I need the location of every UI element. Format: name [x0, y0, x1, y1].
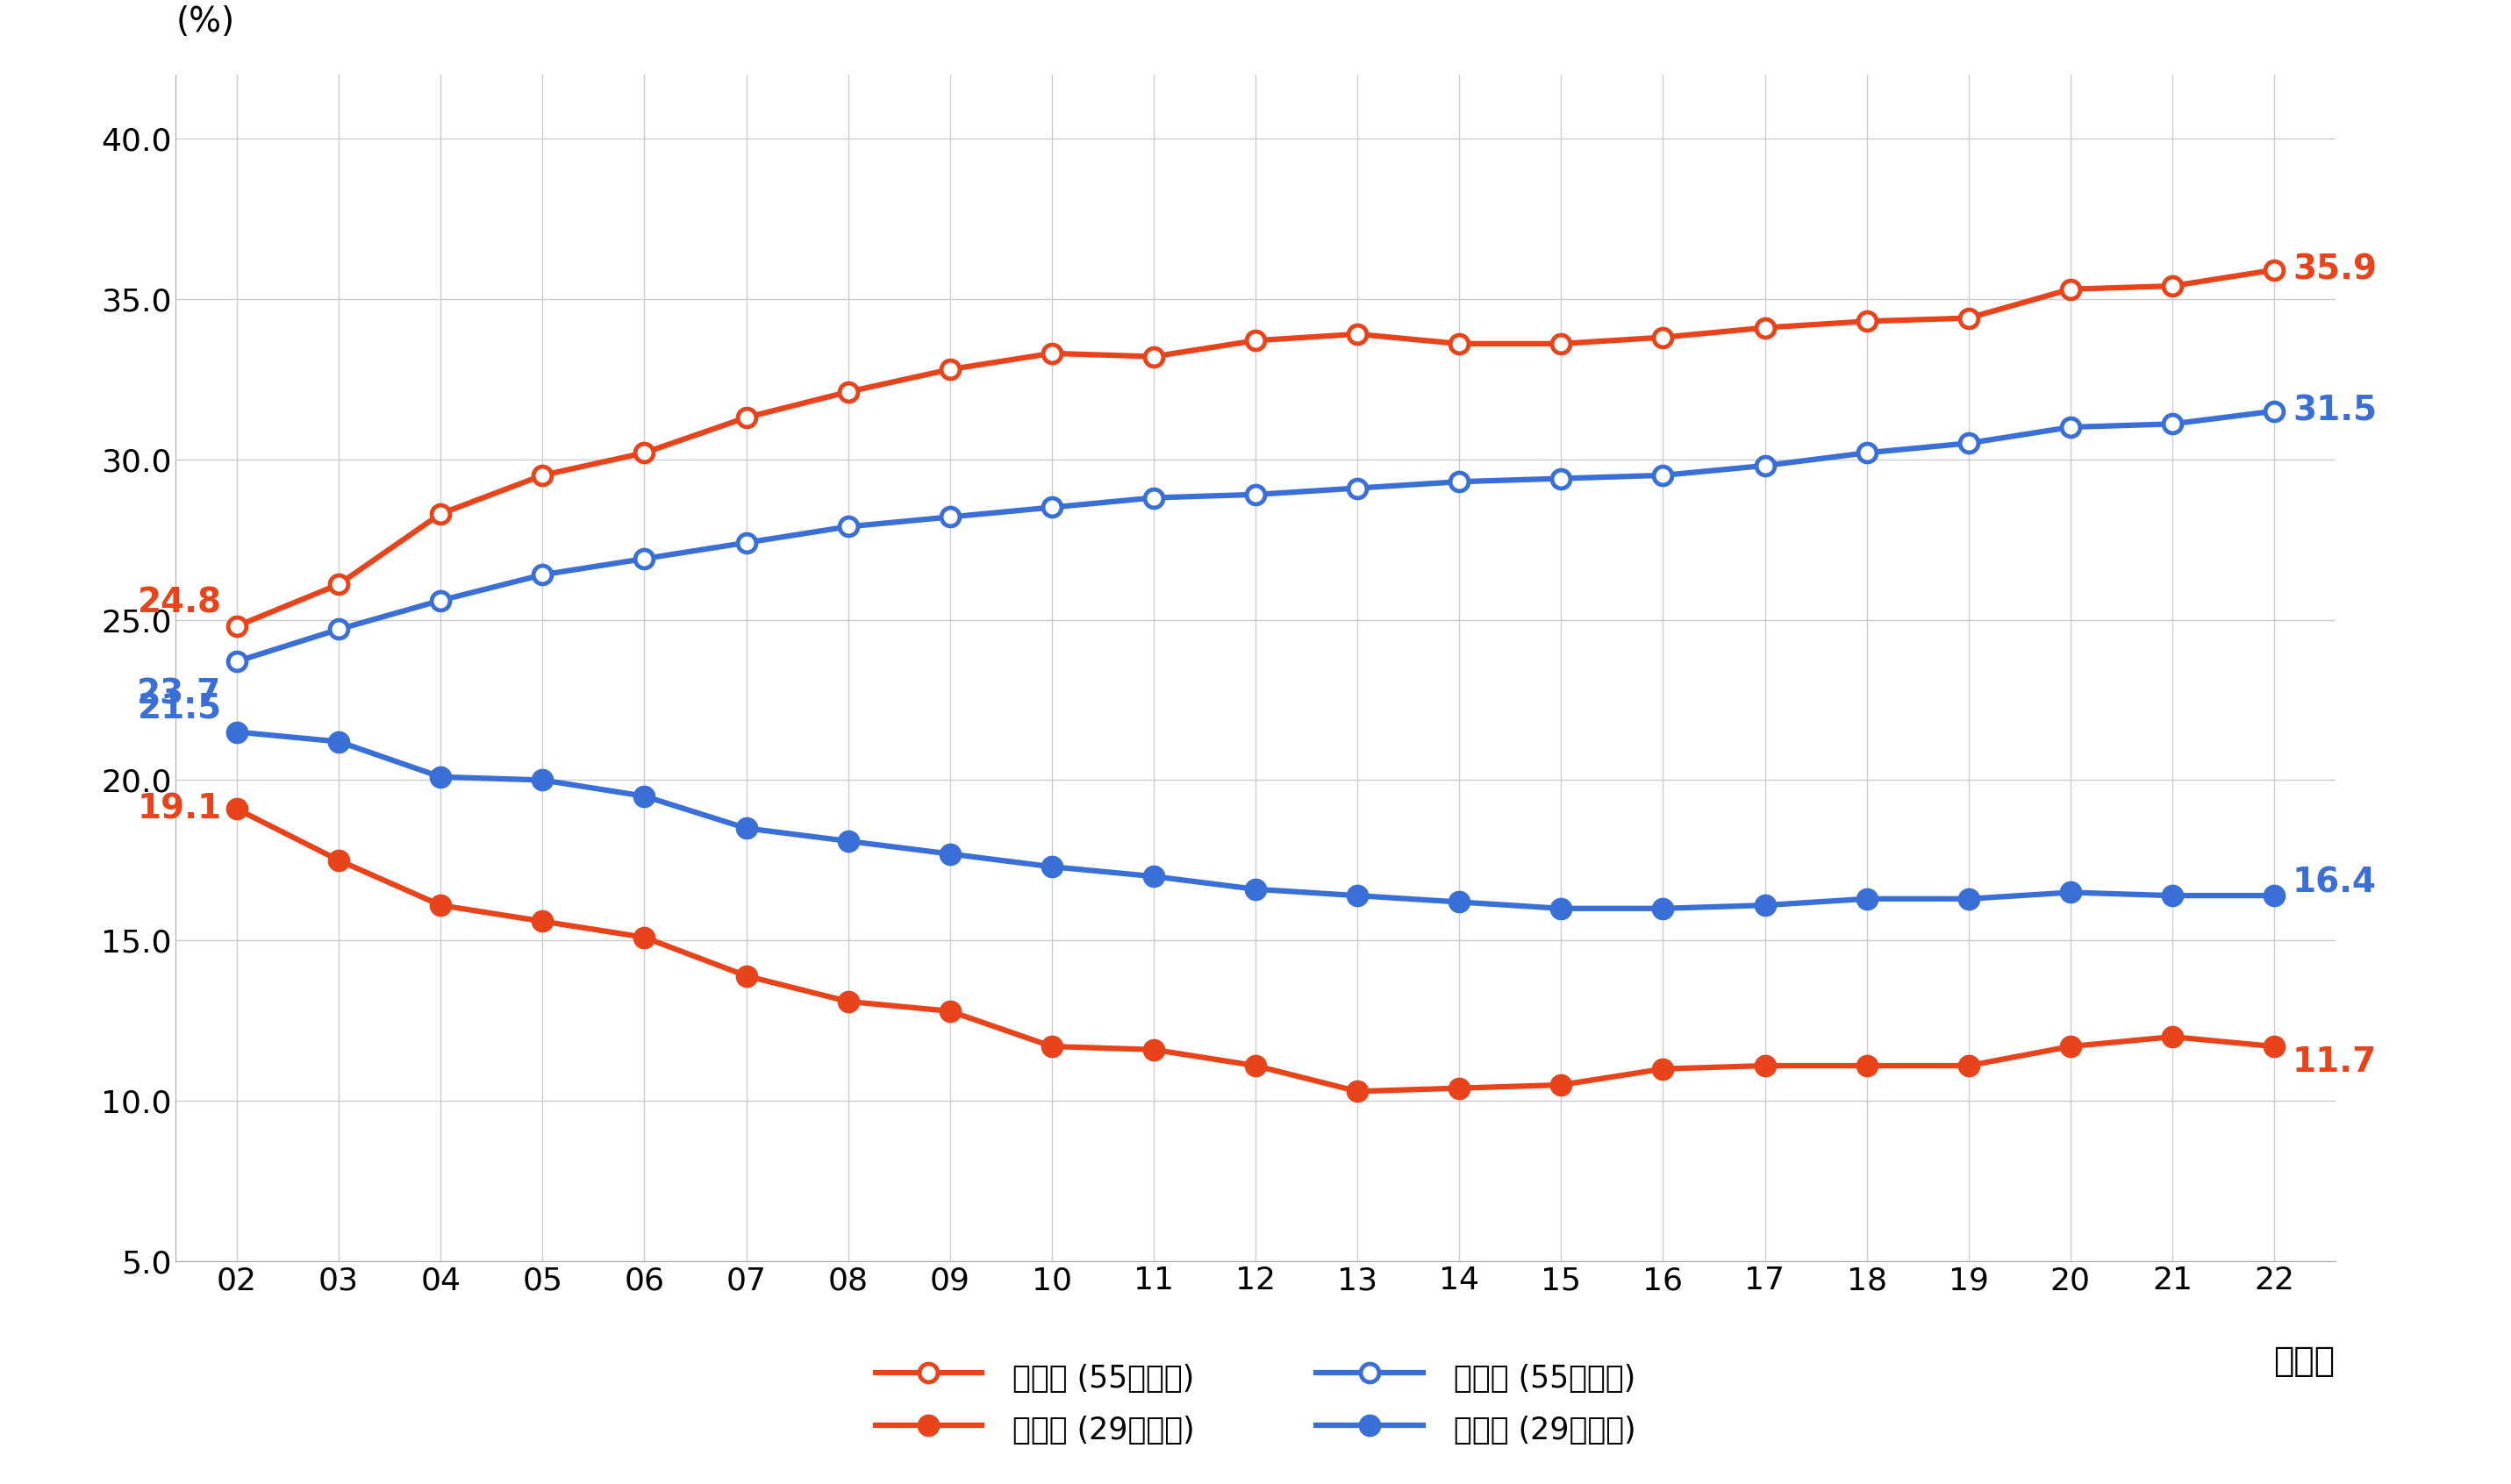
Text: 24.8: 24.8 — [138, 586, 221, 620]
Text: 11.7: 11.7 — [2293, 1046, 2378, 1079]
Text: (%): (%) — [176, 6, 234, 39]
Text: 35.9: 35.9 — [2293, 254, 2378, 286]
Text: 16.4: 16.4 — [2293, 867, 2378, 899]
Text: 23.7: 23.7 — [138, 677, 221, 711]
Legend: 建設業 (55歳以上), 建設業 (29歳以下), 全産業 (55歳以上), 全産業 (29歳以下): 建設業 (55歳以上), 建設業 (29歳以下), 全産業 (55歳以上), 全… — [876, 1358, 1635, 1448]
Text: 21.5: 21.5 — [138, 692, 221, 726]
Text: （年）: （年） — [2272, 1345, 2335, 1377]
Text: 19.1: 19.1 — [138, 792, 221, 825]
Text: 31.5: 31.5 — [2293, 395, 2378, 427]
